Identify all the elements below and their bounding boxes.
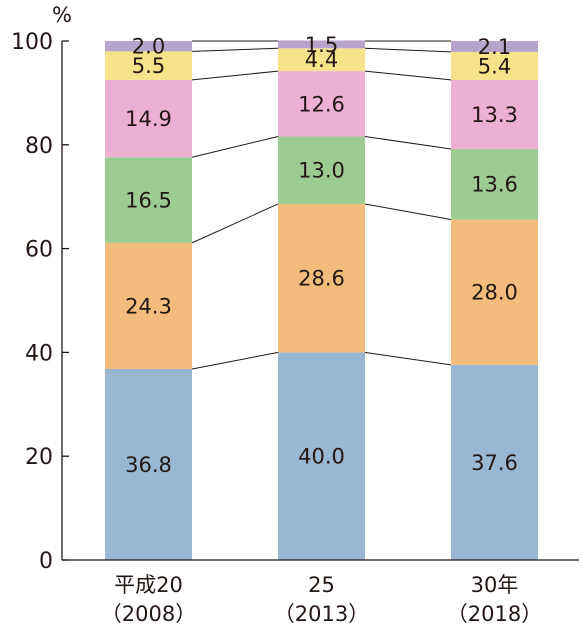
bar-segment-2-4 (451, 51, 538, 80)
y-tick-label-40: 40 (25, 341, 53, 366)
y-tick-label-20: 20 (25, 445, 53, 470)
connector-line-1-2 (364, 136, 452, 150)
data-label-1-0: 40.0 (298, 445, 345, 469)
connector-line-1-0 (364, 351, 452, 366)
y-tick-label-60: 60 (25, 238, 53, 263)
data-label-0-2: 16.5 (125, 189, 172, 213)
data-label-0-0: 36.8 (125, 453, 172, 477)
bar-segment-2-1 (451, 219, 538, 365)
data-label-2-4: 5.4 (478, 54, 511, 78)
connector-line-0-2 (191, 136, 279, 158)
bar-segment-1-1 (278, 203, 365, 353)
data-label-2-5: 2.1 (478, 35, 511, 59)
data-label-1-1: 28.6 (298, 267, 345, 291)
data-label-1-2: 13.0 (298, 159, 345, 183)
connector-line-1-4 (364, 47, 452, 53)
connector-line-0-0 (191, 351, 279, 370)
bar-segment-1-4 (278, 48, 365, 72)
bar-segment-2-5 (451, 41, 538, 52)
bar-segment-2-0 (451, 364, 538, 560)
y-tick-label-80: 80 (25, 134, 53, 159)
data-label-0-4: 5.5 (132, 54, 165, 78)
x-tick-sublabel-2: （2018） (447, 602, 542, 626)
y-unit-label: % (52, 3, 72, 27)
bar-segment-2-2 (451, 148, 538, 220)
connector-line-1-1 (364, 203, 452, 221)
connector-lines (191, 40, 452, 370)
x-tick-sublabel-0: （2008） (101, 602, 196, 626)
y-tick-label-100: 100 (11, 30, 53, 55)
data-label-0-3: 14.9 (125, 107, 172, 131)
data-label-2-3: 13.3 (471, 103, 518, 127)
data-label-1-5: 1.5 (305, 33, 338, 57)
connector-line-0-1 (191, 203, 279, 244)
bar-segment-1-0 (278, 352, 365, 560)
data-label-2-2: 13.6 (471, 173, 518, 197)
bar-segment-0-3 (105, 79, 192, 158)
data-label-1-3: 12.6 (298, 92, 345, 116)
bar-segment-2-3 (451, 79, 538, 149)
x-tick-label-2: 30年 (471, 573, 519, 597)
axes: 0 20 40 60 80 100% 平成20 （2008） 25 （2013） 30年 （2018） (11, 3, 579, 626)
bar-segment-0-5 (105, 41, 192, 52)
data-label-0-1: 24.3 (125, 294, 172, 318)
bar-segment-0-1 (105, 242, 192, 370)
data-label-2-1: 28.0 (471, 281, 518, 305)
x-tick-label-1: 25 (308, 573, 335, 597)
bar-segment-0-0 (105, 369, 192, 560)
y-tick-label-0: 0 (39, 549, 53, 574)
data-label-0-5: 2.0 (132, 35, 165, 59)
data-labels: 36.8 24.3 16.5 14.9 5.52.0 40.0 28.6 13.0 12.6 4.… (125, 33, 518, 477)
bar-segment-1-5 (278, 40, 365, 49)
bar-segment-0-2 (105, 157, 192, 243)
data-label-2-0: 37.6 (471, 451, 518, 475)
bar-segment-0-4 (105, 51, 192, 80)
data-label-1-4: 4.4 (305, 48, 338, 72)
connector-line-0-3 (191, 70, 279, 81)
bar-segments (105, 40, 538, 560)
bar-segment-1-3 (278, 71, 365, 137)
x-tick-label-0: 平成20 (114, 573, 183, 597)
connector-line-1-3 (364, 70, 452, 81)
connector-line-0-4 (191, 47, 279, 52)
x-tick-sublabel-1: （2013） (274, 602, 369, 626)
bar-segment-1-2 (278, 136, 365, 204)
